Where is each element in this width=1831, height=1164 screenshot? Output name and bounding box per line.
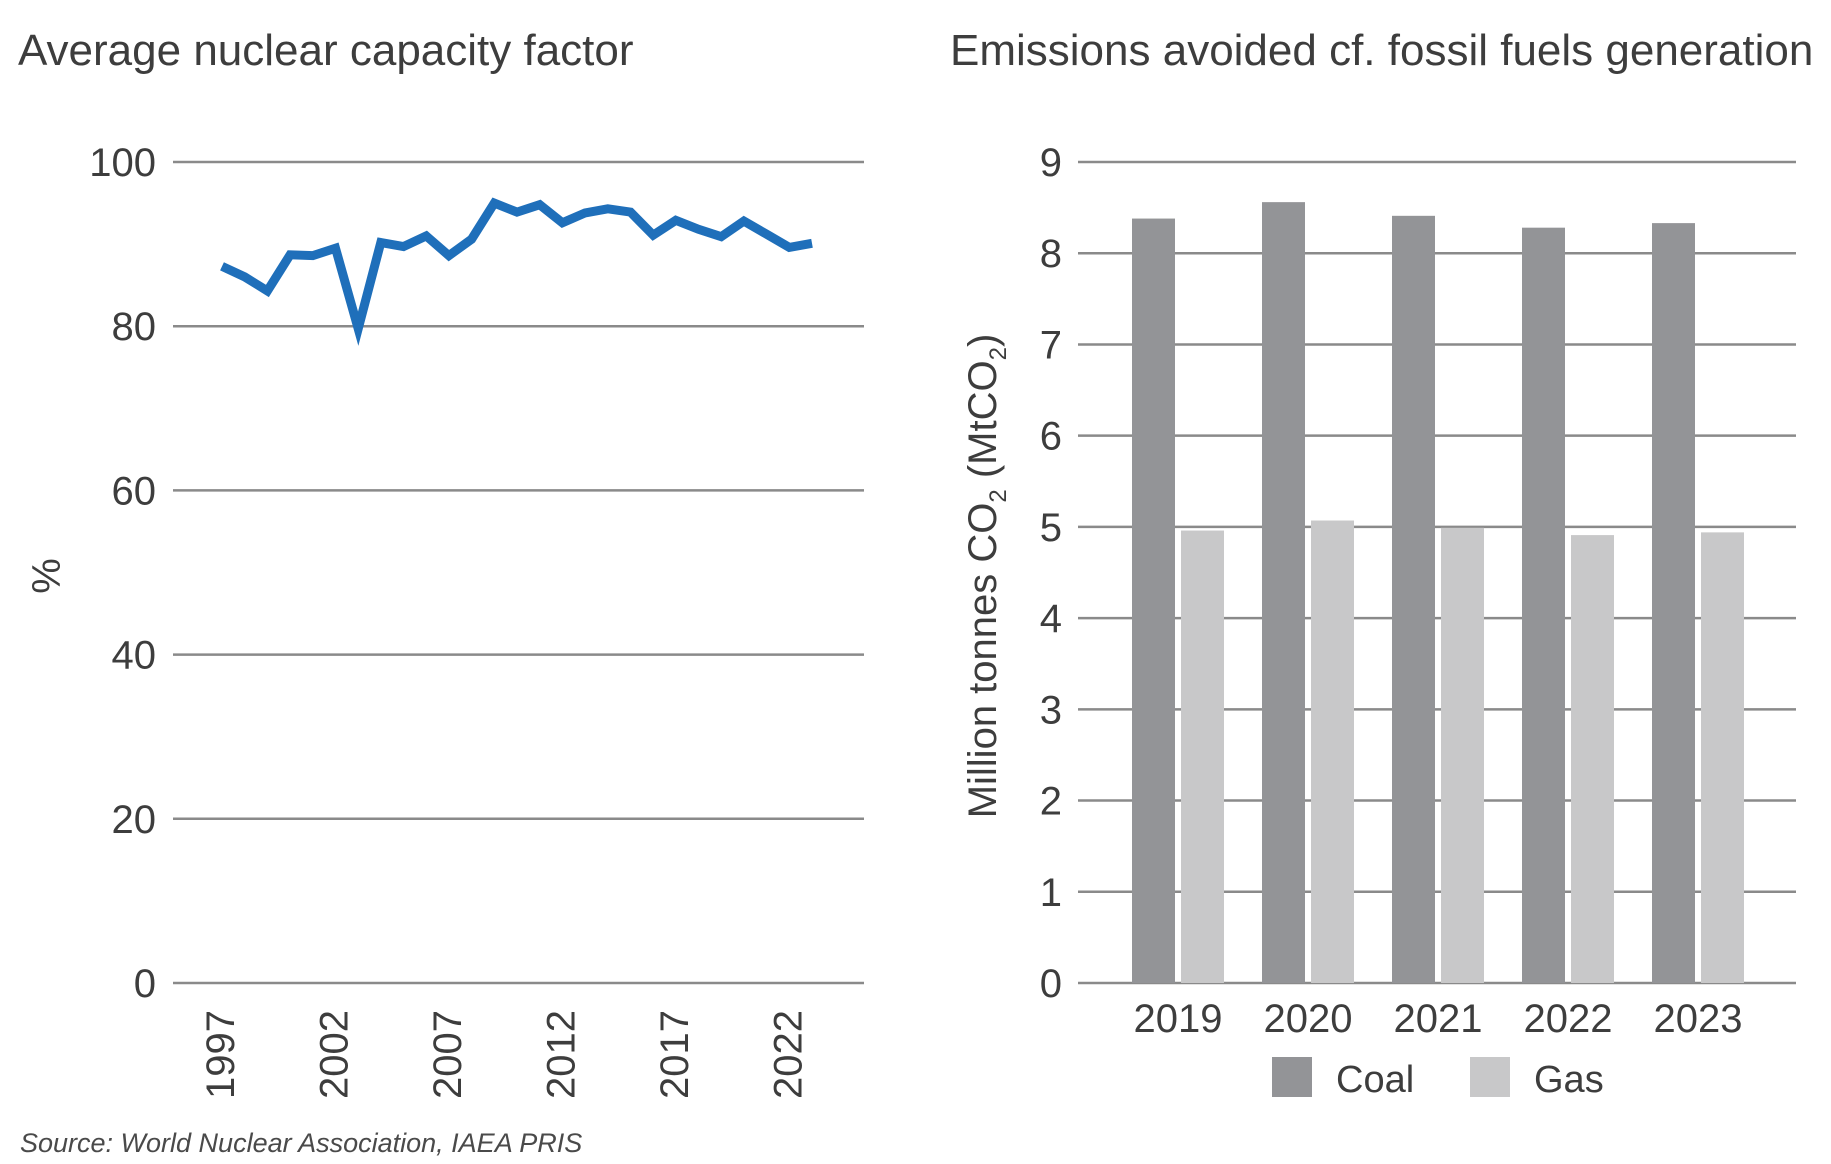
x-tick-2007: 2007 [426,1010,470,1099]
bar-y-tick-9: 9 [1040,141,1062,185]
bar-x-tick-2021: 2021 [1394,997,1483,1041]
source-note: Source: World Nuclear Association, IAEA … [20,1128,583,1158]
bar-y-tick-2: 2 [1040,780,1062,824]
legend-swatch-gas [1470,1057,1510,1097]
legend-swatch-coal [1272,1057,1312,1097]
bar-y-tick-0: 0 [1040,962,1062,1006]
bar-x-tick-2023: 2023 [1654,997,1743,1041]
y-tick-40: 40 [112,634,157,678]
bar-y-tick-6: 6 [1040,415,1062,459]
bar-y-tick-8: 8 [1040,232,1062,276]
bar-y-tick-7: 7 [1040,323,1062,367]
bar-chart-x-ticks: 2019 2020 2021 2022 2023 [1134,997,1743,1041]
bar-coal-2023 [1652,223,1695,983]
ylabel-subscript-1: 2 [985,489,1012,502]
bar-y-tick-5: 5 [1040,506,1062,550]
bar-chart-title: Emissions avoided cf. fossil fuels gener… [950,26,1814,75]
ylabel-part-2: (MtCO [961,360,1005,489]
bar-gas-2020 [1311,520,1354,983]
y-tick-20: 20 [112,798,157,842]
bar-x-tick-2020: 2020 [1264,997,1353,1041]
x-tick-2017: 2017 [653,1010,697,1099]
bar-chart-bars [1132,202,1744,984]
bar-y-tick-4: 4 [1040,597,1062,641]
bar-y-tick-3: 3 [1040,688,1062,732]
bar-gas-2021 [1441,527,1484,983]
y-tick-80: 80 [112,305,157,349]
bar-coal-2022 [1522,227,1565,983]
line-chart-gridlines [173,160,864,985]
x-tick-2022: 2022 [766,1010,810,1099]
y-tick-60: 60 [112,469,157,513]
line-chart-x-ticks: 1997 2002 2007 2012 2017 2022 [199,1010,810,1099]
bar-chart-legend: Coal Gas [1272,1057,1604,1101]
bar-chart-y-axis-label: Million tonnes CO2 (MtCO2) [961,334,1012,819]
bar-coal-2021 [1392,215,1435,983]
legend-label-gas: Gas [1534,1059,1604,1101]
y-tick-100: 100 [89,141,156,185]
bar-x-tick-2022: 2022 [1524,997,1613,1041]
line-chart-series [220,197,813,346]
line-chart-title: Average nuclear capacity factor [18,26,634,75]
ylabel-part-1: Million tonnes CO [961,503,1005,819]
ylabel-subscript-2: 2 [985,347,1012,360]
bar-chart-y-ticks: 0 1 2 3 4 5 6 7 8 9 [1040,141,1062,1006]
x-tick-2012: 2012 [539,1010,583,1099]
y-tick-0: 0 [134,962,156,1006]
bar-y-tick-1: 1 [1040,871,1062,915]
capacity-factor-line [220,197,813,346]
ylabel-part-3: ) [961,334,1005,347]
legend-label-coal: Coal [1336,1059,1414,1101]
bar-coal-2019 [1132,218,1175,983]
line-chart-y-ticks: 0 20 40 60 80 100 [89,141,156,1006]
x-tick-2002: 2002 [312,1010,356,1099]
bar-gas-2022 [1571,535,1614,983]
bar-gas-2023 [1701,532,1744,983]
line-chart-y-axis-label: % [25,558,69,594]
x-tick-1997: 1997 [199,1010,243,1099]
bar-x-tick-2019: 2019 [1134,997,1223,1041]
bar-gas-2019 [1181,530,1224,983]
bar-coal-2020 [1262,202,1305,984]
